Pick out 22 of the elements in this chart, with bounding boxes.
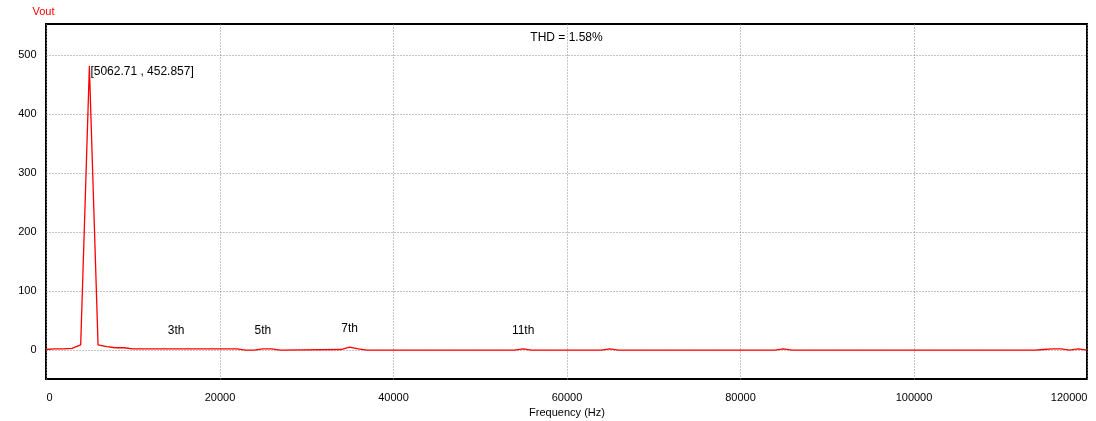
annotation: 3th bbox=[167, 322, 185, 337]
annotation: 11th bbox=[511, 322, 535, 337]
x-tick-label: 40000 bbox=[378, 390, 409, 403]
y-tick-label: 400 bbox=[18, 107, 37, 120]
x-tick-label: 0 bbox=[46, 390, 53, 403]
annotation: [5062.71 , 452.857] bbox=[90, 64, 194, 79]
y-tick-label: 300 bbox=[18, 166, 37, 179]
annotation: THD = 1.58% bbox=[530, 30, 604, 44]
y-tick-label: 0 bbox=[30, 343, 37, 356]
x-tick-label: 60000 bbox=[551, 390, 583, 403]
line-series bbox=[46, 65, 1087, 351]
x-tick-label: 120000 bbox=[1050, 390, 1088, 403]
y-tick-label: 200 bbox=[18, 225, 37, 238]
y-tick-label: 500 bbox=[18, 48, 37, 61]
x-axis-title: Frequency (Hz) bbox=[529, 405, 605, 418]
x-tick-label: 100000 bbox=[895, 390, 933, 403]
x-tick-label: 20000 bbox=[204, 390, 236, 403]
annotation: 7th bbox=[341, 321, 358, 336]
annotation: 5th bbox=[254, 322, 272, 337]
x-tick-label: 80000 bbox=[725, 390, 756, 403]
y-axis-title: Vout bbox=[32, 4, 55, 17]
y-tick-label: 100 bbox=[18, 284, 37, 297]
